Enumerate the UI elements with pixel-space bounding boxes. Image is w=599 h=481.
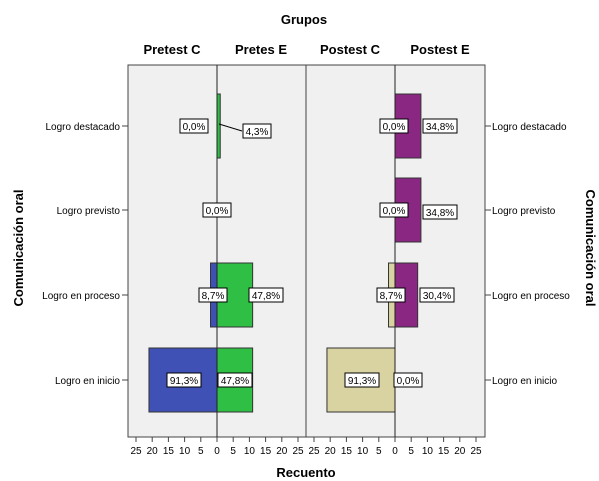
- data-label-postest-e-logro-en-proceso-box: [419, 287, 455, 303]
- x-axis-label: Recuento: [276, 465, 335, 480]
- x-tick-label: 25: [308, 446, 320, 457]
- data-label-pretest-c-logro-previsto-box: [202, 202, 232, 218]
- chart-title: Grupos: [281, 12, 327, 27]
- data-label-postest-e-logro-en-inicio: 0,0%: [397, 376, 420, 387]
- x-tick-label: 0: [214, 446, 220, 457]
- x-tick-label: 25: [292, 446, 304, 457]
- plot-area: Logro destacado Logro destacado Logro prev…: [42, 64, 570, 457]
- data-label-postest-e-logro-en-proceso: 30,4%: [423, 291, 451, 302]
- data-label-postest-e-logro-previsto-box: [422, 204, 458, 220]
- category-label-left-logro-previsto: Logro previsto: [57, 206, 121, 217]
- x-tick-label: 20: [454, 446, 466, 457]
- x-tick-label: 15: [438, 446, 450, 457]
- data-label-postest-c-logro-en-inicio: 91,3%: [348, 376, 376, 387]
- data-label-pretes-e-logro-destacado-box: [242, 123, 272, 139]
- y-axis-label-right: Comunicación oral: [583, 189, 598, 306]
- x-tick-label: 15: [341, 446, 353, 457]
- x-tick-label: 15: [260, 446, 272, 457]
- data-label-pretes-e-logro-destacado-leader: [218, 123, 243, 132]
- data-label-postest-c-logro-destacado: 0,0%: [383, 122, 406, 133]
- x-tick-label: 10: [357, 446, 369, 457]
- panel-title-pretest-c: Pretest C: [143, 42, 201, 57]
- data-label-postest-e-logro-previsto: 34,8%: [426, 208, 454, 219]
- x-tick-label: 5: [408, 446, 414, 457]
- x-tick-label: 10: [179, 446, 191, 457]
- category-label-right-logro-destacado: Logro destacado: [492, 122, 567, 133]
- x-tick-label: 20: [276, 446, 288, 457]
- data-label-postest-c-logro-en-proceso: 8,7%: [380, 291, 403, 302]
- data-label-postest-e-logro-destacado: 34,8%: [426, 122, 454, 133]
- data-label-pretest-c-logro-en-proceso: 8,7%: [202, 291, 225, 302]
- category-label-right-logro-previsto: Logro previsto: [492, 206, 556, 217]
- x-tick-label: 5: [376, 446, 382, 457]
- x-tick-label: 20: [325, 446, 337, 457]
- x-tick-label: 20: [147, 446, 159, 457]
- data-label-postest-c-logro-en-proceso-box: [376, 287, 406, 303]
- x-tick-label: 10: [244, 446, 256, 457]
- category-label-right-logro-en-inicio: Logro en inicio: [492, 376, 557, 387]
- data-label-pretest-c-logro-en-inicio: 91,3%: [170, 376, 198, 387]
- x-tick-label: 5: [198, 446, 204, 457]
- panel-title-postest-e: Postest E: [410, 42, 470, 57]
- data-label-postest-c-logro-destacado-box: [379, 118, 409, 134]
- category-label-left-logro-en-inicio: Logro en inicio: [55, 376, 120, 387]
- data-label-postest-c-logro-previsto: 0,0%: [383, 206, 406, 217]
- x-tick-label: 10: [422, 446, 434, 457]
- x-tick-label: 25: [130, 446, 142, 457]
- x-tick-label: 15: [163, 446, 175, 457]
- category-label-left-logro-en-proceso: Logro en proceso: [42, 291, 120, 302]
- x-tick-label: 25: [470, 446, 482, 457]
- x-tick-label: 0: [392, 446, 398, 457]
- category-label-left-logro-destacado: Logro destacado: [45, 122, 120, 133]
- x-tick-label: 5: [230, 446, 236, 457]
- category-label-right-logro-en-proceso: Logro en proceso: [492, 291, 570, 302]
- data-label-pretes-e-logro-en-inicio: 47,8%: [221, 376, 249, 387]
- data-label-pretes-e-logro-en-inicio-box: [217, 372, 253, 388]
- data-label-pretest-c-logro-en-proceso-box: [198, 287, 228, 303]
- data-label-pretest-c-logro-previsto: 0,0%: [206, 206, 229, 217]
- data-label-postest-c-logro-en-inicio-box: [344, 372, 380, 388]
- data-label-postest-e-logro-destacado-box: [422, 118, 458, 134]
- data-label-pretest-c-logro-destacado: 0,0%: [183, 122, 206, 133]
- data-label-pretes-e-logro-destacado: 4,3%: [246, 127, 269, 138]
- data-label-pretes-e-logro-en-proceso: 47,8%: [252, 291, 280, 302]
- data-label-pretest-c-logro-destacado-box: [179, 118, 209, 134]
- data-label-postest-e-logro-en-inicio-box: [393, 372, 423, 388]
- data-label-postest-c-logro-previsto-box: [379, 202, 409, 218]
- data-label-pretest-c-logro-en-inicio-box: [166, 372, 202, 388]
- y-axis-label-left: Comunicación oral: [11, 189, 26, 306]
- panel-title-postest-c: Postest C: [320, 42, 381, 57]
- data-label-pretes-e-logro-en-proceso-box: [248, 287, 284, 303]
- panel-title-pretes-e: Pretes E: [235, 42, 287, 57]
